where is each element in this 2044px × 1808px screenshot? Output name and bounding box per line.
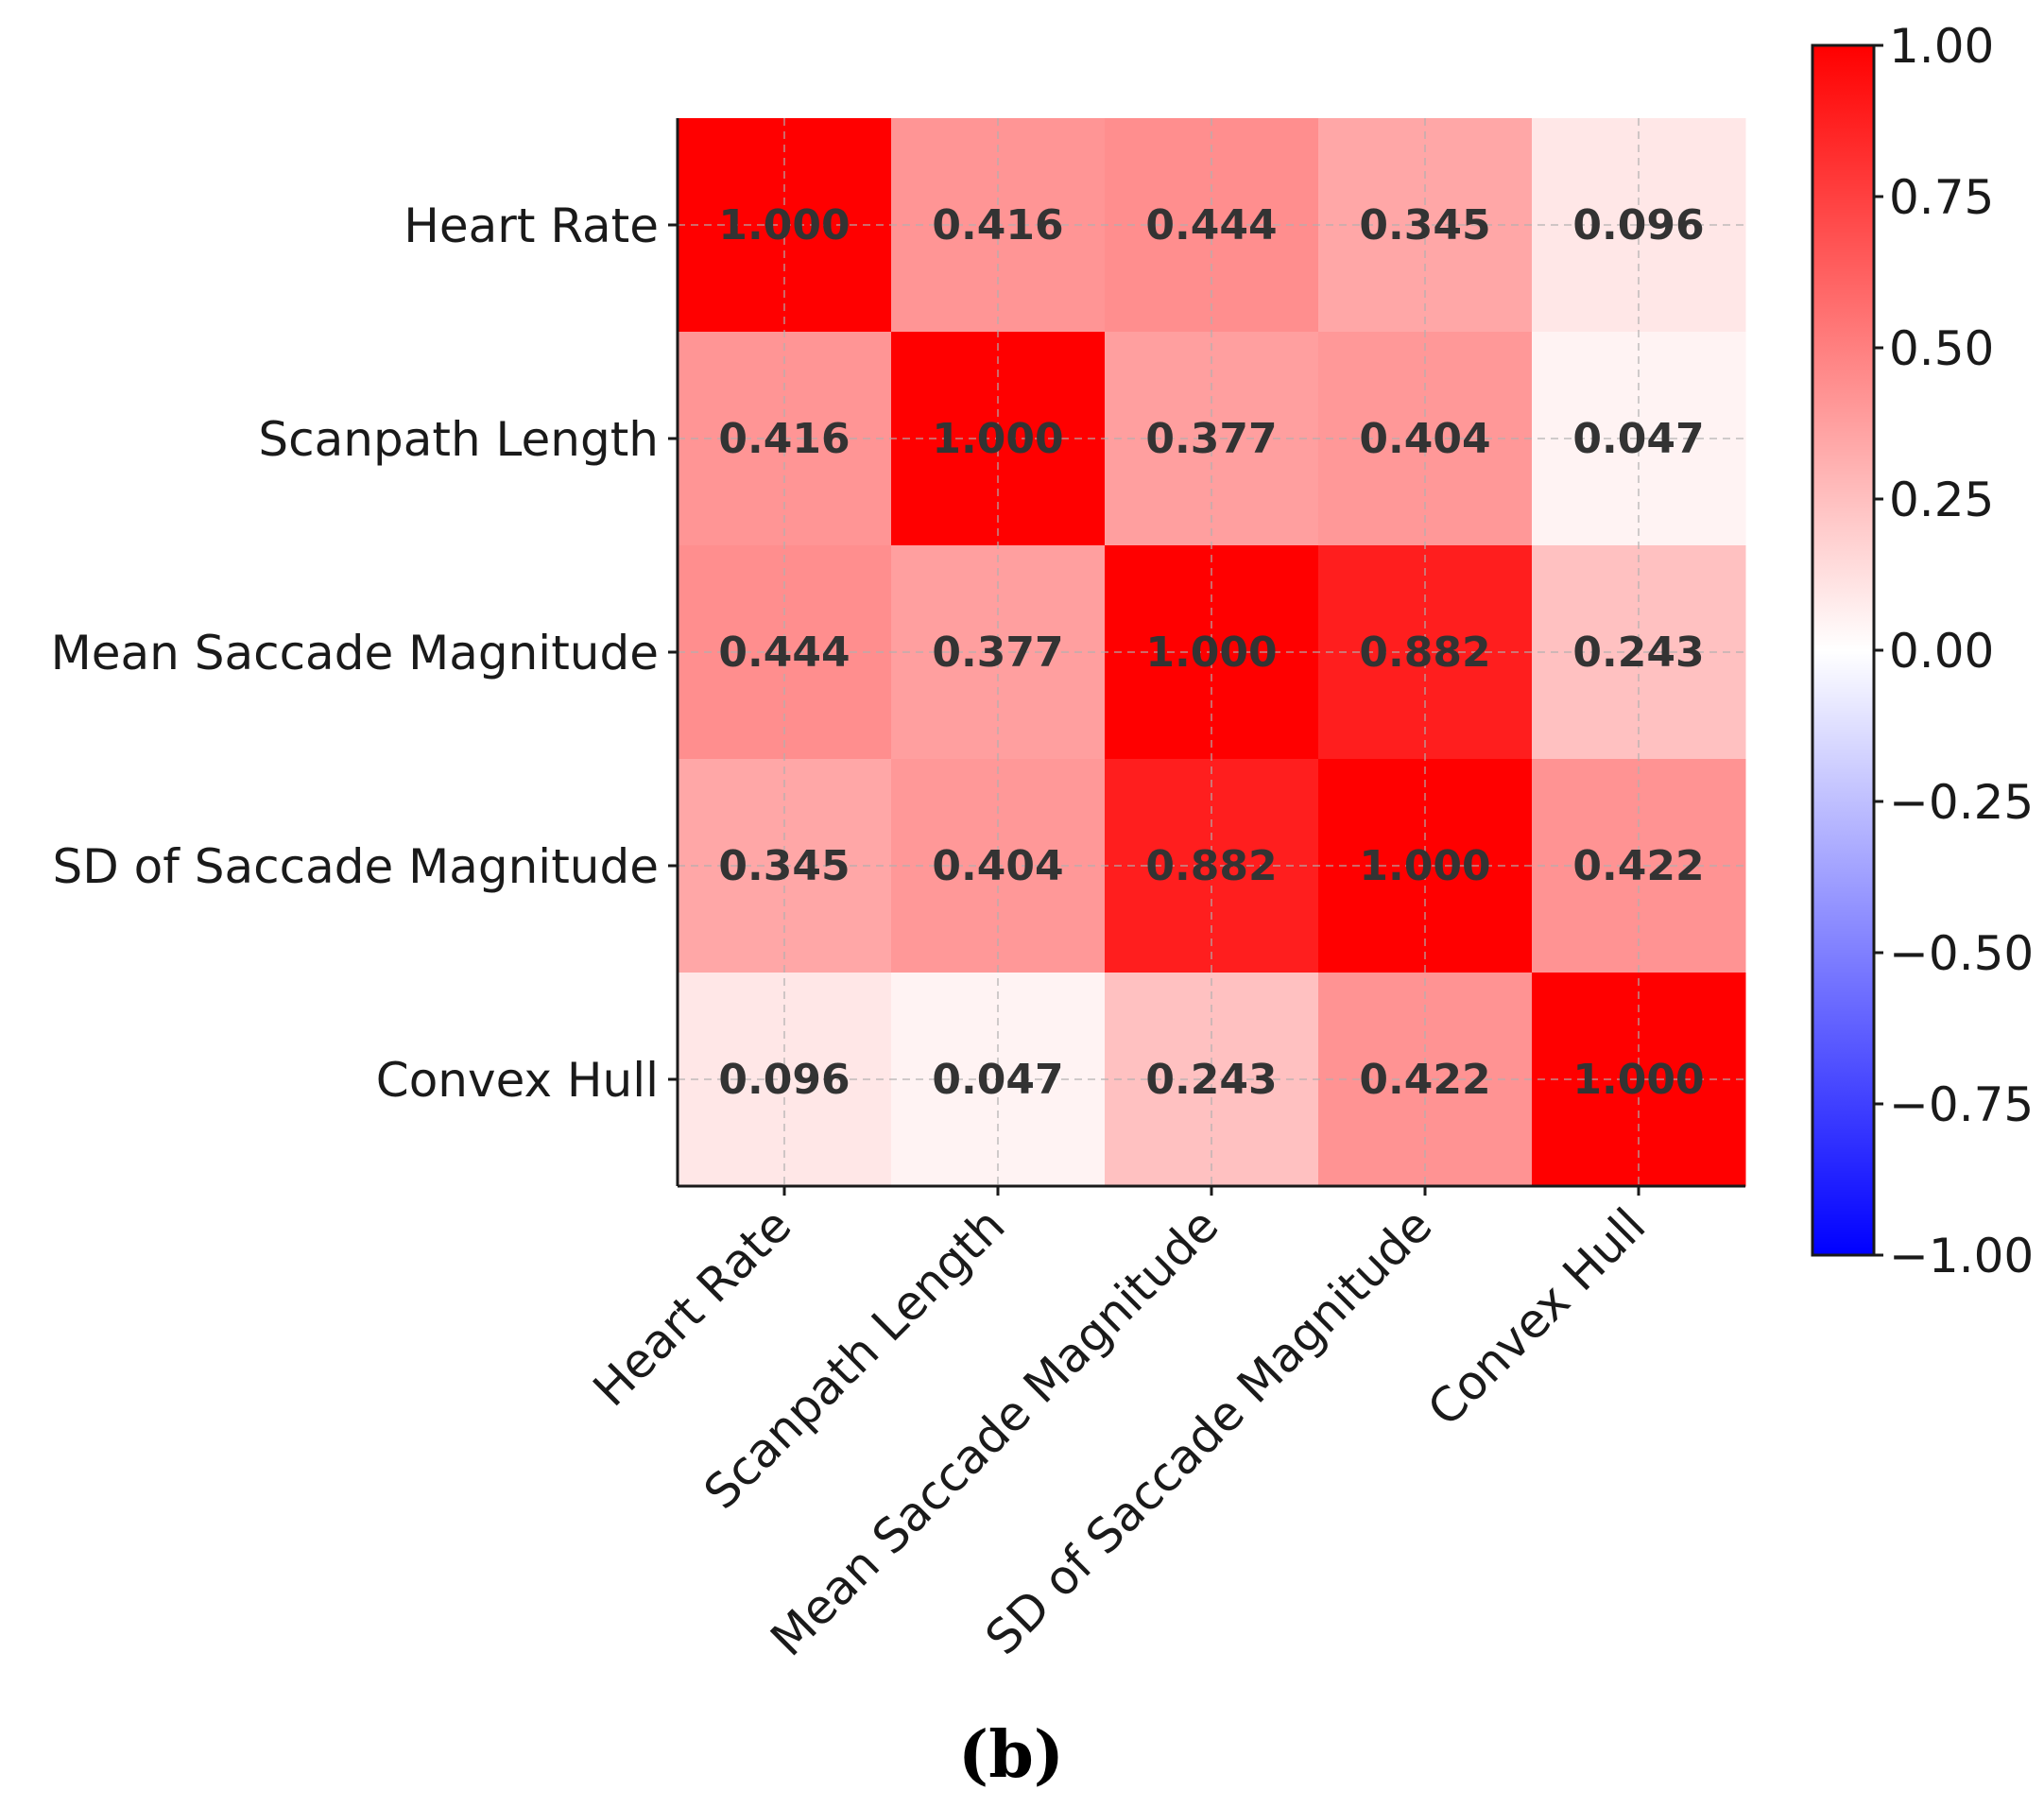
cell-value-label: 1.000 <box>1145 628 1277 677</box>
cell-value-label: 0.377 <box>932 628 1063 677</box>
cell-value-label: 1.000 <box>1572 1056 1704 1104</box>
x-tick-label-convex-hull: Convex Hull <box>1417 1197 1657 1437</box>
cell-value-label: 1.000 <box>718 201 850 250</box>
x-tick-label-mean-saccade-magnitude: Mean Saccade Magnitude <box>761 1197 1229 1666</box>
y-tick-label-convex-hull: Convex Hull <box>376 1053 659 1108</box>
cell-value-label: 0.444 <box>1145 201 1277 250</box>
colorbar-tick-label: 0.25 <box>1889 473 1994 527</box>
cell-value-label: 0.345 <box>1359 201 1490 250</box>
y-tick-labels: Heart Rate Scanpath Length Mean Saccade Ma… <box>51 198 659 1108</box>
cell-value-label: 0.096 <box>1572 201 1704 250</box>
colorbar-tick-label: −0.50 <box>1889 926 2034 981</box>
cell-value-label: 0.882 <box>1359 628 1490 677</box>
cell-value-label: 0.444 <box>718 628 850 677</box>
colorbar-tick-label: −0.25 <box>1889 775 2034 830</box>
cell-value-label: 0.416 <box>718 415 850 463</box>
colorbar-gradient <box>1811 43 1876 1257</box>
y-tick-label-sd-of-saccade-magnitude: SD of Saccade Magnitude <box>52 839 659 894</box>
colorbar-tick-label: −0.75 <box>1889 1077 2034 1132</box>
colorbar: 1.00 0.75 0.50 0.25 0.00 −0.25 −0.50 −0.75 −1.00 <box>1811 19 2034 1283</box>
cell-value-label: 0.345 <box>718 842 850 890</box>
colorbar-tick-label: −1.00 <box>1889 1229 2034 1283</box>
colorbar-tick-label: 0.75 <box>1889 170 1994 225</box>
cell-value-label: 0.404 <box>932 842 1063 890</box>
cell-value-label: 0.422 <box>1572 842 1704 890</box>
cell-value-label: 1.000 <box>932 415 1063 463</box>
y-tick-label-scanpath-length: Scanpath Length <box>258 412 659 467</box>
cell-value-label: 0.047 <box>1572 415 1704 463</box>
cell-value-label: 1.000 <box>1359 842 1490 890</box>
y-tick-label-mean-saccade-magnitude: Mean Saccade Magnitude <box>51 626 659 680</box>
cell-value-label: 0.422 <box>1359 1056 1490 1104</box>
cell-value-label: 0.243 <box>1572 628 1704 677</box>
cell-value-label: 0.377 <box>1145 415 1277 463</box>
cell-value-label: 0.404 <box>1359 415 1490 463</box>
colorbar-tick-label: 1.00 <box>1889 19 1994 74</box>
x-tick-label-sd-of-saccade-magnitude: SD of Saccade Magnitude <box>975 1197 1443 1665</box>
figure-caption: (b) <box>958 1717 1064 1793</box>
cell-value-label: 0.047 <box>932 1056 1063 1104</box>
cell-value-label: 0.243 <box>1145 1056 1277 1104</box>
heatmap-cell-labels: 1.000 0.416 0.444 0.345 0.096 0.416 1.000 0.377… <box>718 201 1704 1104</box>
cell-value-label: 0.882 <box>1145 842 1277 890</box>
cell-value-label: 0.416 <box>932 201 1063 250</box>
heatmap-grid <box>678 118 1745 1186</box>
x-tick-label-heart-rate: Heart Rate <box>583 1197 802 1417</box>
heatmap-axes <box>668 118 1745 1196</box>
y-tick-label-heart-rate: Heart Rate <box>404 198 659 253</box>
cell-value-label: 0.096 <box>718 1056 850 1104</box>
colorbar-tick-label: 0.00 <box>1889 624 1994 679</box>
colorbar-tick-label: 0.50 <box>1889 321 1994 376</box>
